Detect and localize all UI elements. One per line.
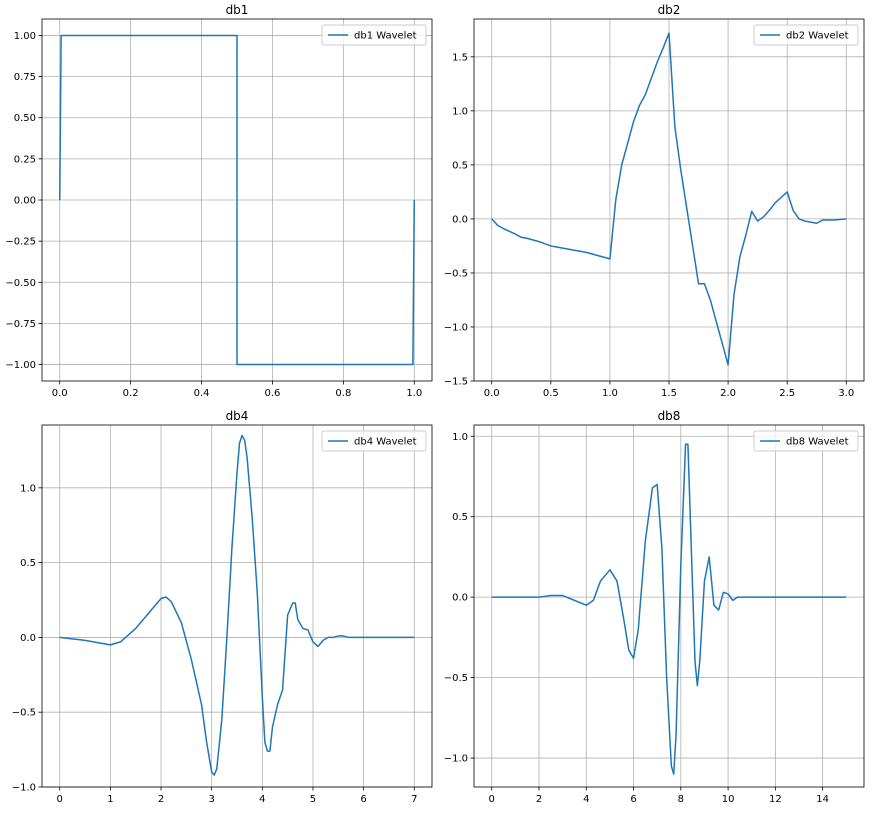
legend-label: db1 Wavelet [354,31,417,42]
legend: db2 Wavelet [753,24,859,46]
y-tick-label: −0.50 [5,278,36,289]
subplot-db2: 0.0 0.5 1.0 1.5 2.0 2.5 3.0 −1.5 −1.0 −0.5 0.0 0.5 1… [444,3,865,399]
x-tick-label: 14 [816,794,829,805]
y-tick-label: −1.0 [444,754,468,765]
y-tick-label: 1.5 [452,52,468,63]
y-tick-label: −1.5 [444,377,468,388]
y-tick-label: −0.5 [12,708,36,719]
x-tick-label: 2 [158,794,164,805]
y-tick-label: 0.0 [452,214,468,225]
x-tick-label: 4 [259,794,265,805]
y-tick-label: 0.5 [452,160,468,171]
x-tick-label: 0.4 [194,388,210,399]
x-tick-label: 0.0 [52,388,68,399]
x-tick-label: 0.2 [123,388,139,399]
legend-box [321,24,427,46]
legend-label: db2 Wavelet [786,31,849,42]
x-tick-label: 1.0 [602,388,618,399]
x-tick-label: 12 [769,794,782,805]
x-tick-label: 5 [310,794,316,805]
y-tick-label: −0.75 [5,319,36,330]
x-tick-label: 4 [583,794,589,805]
series-line-db8-wavelet [491,443,847,775]
y-tick-label: 1.0 [452,432,468,443]
series-line-db1-wavelet [58,34,416,366]
x-tick-label: 3 [208,794,214,805]
legend: db4 Wavelet [321,430,427,452]
legend-box [753,430,859,452]
y-tick-label: 0.00 [14,196,36,207]
x-tick-label: 1.5 [661,388,677,399]
y-tick-label: −0.25 [5,237,36,248]
y-tick-label: −0.5 [444,673,468,684]
x-tick-label: 10 [722,794,735,805]
chart-title: db4 [226,409,249,423]
x-tick-label: 6 [630,794,636,805]
legend: db1 Wavelet [321,24,427,46]
x-tick-label: 0.0 [484,388,500,399]
y-tick-label: 0.0 [452,593,468,604]
x-tick-label: 2.5 [779,388,795,399]
axes-frame [473,424,865,788]
subplot-db8: 0 2 4 6 8 10 12 14 −1.0 −0.5 0.0 0.5 1.0 db8 db8 Wavel… [444,409,865,805]
y-tick-label: −0.5 [444,268,468,279]
x-tick-label: 0.8 [335,388,351,399]
x-tick-label: 1.0 [406,388,422,399]
legend: db8 Wavelet [753,430,859,452]
x-tick-label: 1 [107,794,113,805]
legend-label: db4 Wavelet [354,437,417,448]
x-tick-label: 0.6 [265,388,281,399]
axes-frame [41,424,433,788]
subplot-db1: 0.0 0.2 0.4 0.6 0.8 1.0 −1.00 −0.75 −0.50 −0.25 0.… [5,3,433,399]
y-tick-label: 1.00 [14,31,36,42]
series-line-db2-wavelet [491,32,847,366]
series-line-db4-wavelet [59,434,415,776]
y-tick-label: −1.0 [444,322,468,333]
legend-box [321,430,427,452]
y-tick-label: −1.00 [5,360,36,371]
x-tick-label: 2 [536,794,542,805]
x-tick-label: 0 [57,794,63,805]
y-tick-label: 0.5 [20,558,36,569]
y-tick-label: 1.0 [452,106,468,117]
y-tick-label: 0.75 [14,72,36,83]
legend-label: db8 Wavelet [786,437,849,448]
y-tick-label: 1.0 [20,483,36,494]
y-tick-label: −1.0 [12,783,36,794]
x-tick-label: 2.0 [720,388,736,399]
chart-title: db2 [658,3,681,17]
y-tick-label: 0.25 [14,154,36,165]
x-tick-label: 0.5 [543,388,559,399]
x-tick-label: 8 [678,794,684,805]
chart-title: db8 [658,409,681,423]
y-tick-label: 0.5 [452,512,468,523]
y-tick-label: 0.0 [20,633,36,644]
x-tick-label: 3.0 [838,388,854,399]
chart-title: db1 [226,3,249,17]
legend-box [753,24,859,46]
x-tick-label: 6 [360,794,366,805]
x-tick-label: 0 [489,794,495,805]
x-tick-label: 7 [411,794,417,805]
y-tick-label: 0.50 [14,113,36,124]
subplot-db4: 0 1 2 3 4 5 6 7 −1.0 −0.5 0.0 0.5 1.0 db4 db4 Wavelet [12,409,433,805]
